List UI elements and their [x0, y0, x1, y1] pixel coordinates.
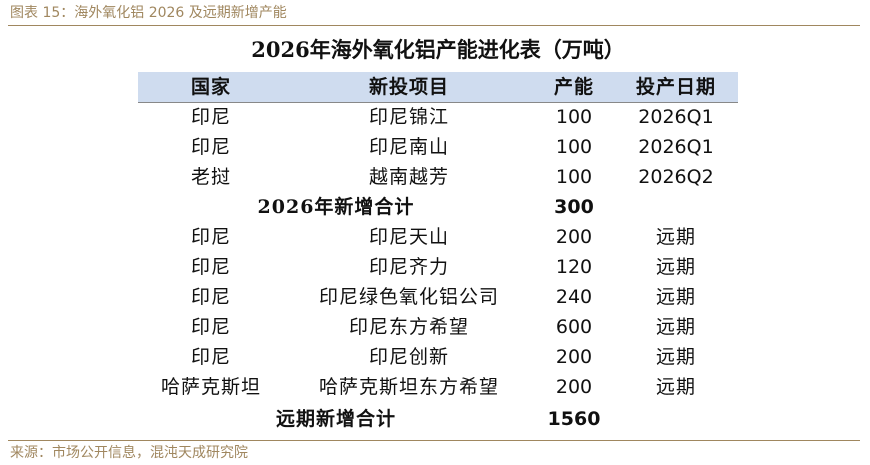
cell-country: 印尼 [190, 316, 231, 338]
cell-capacity: 200 [555, 346, 593, 368]
table-row: 印尼 印尼创新 200 远期 [138, 342, 738, 372]
cell-project: 印尼天山 [368, 226, 449, 248]
cell-country: 老挝 [190, 166, 231, 188]
cell-country: 印尼 [190, 256, 231, 278]
subtotal-capacity: 300 [554, 196, 594, 218]
cell-capacity: 100 [555, 106, 593, 128]
table-row: 印尼 印尼东方希望 600 远期 [138, 312, 738, 342]
table-row: 印尼 印尼南山 100 2026Q1 [138, 132, 738, 162]
subtotal-row-future: 远期新增合计 1560 [138, 404, 738, 434]
cell-project: 哈萨克斯坦东方希望 [318, 376, 499, 398]
cell-capacity: 200 [555, 376, 593, 398]
cell-date: 远期 [655, 226, 696, 248]
bottom-divider [8, 440, 860, 441]
cell-date: 远期 [655, 286, 696, 308]
cell-date: 2026Q2 [638, 166, 714, 188]
subtotal-label: 远期新增合计 [275, 408, 396, 430]
cell-date: 远期 [655, 256, 696, 278]
table-row: 印尼 印尼锦江 100 2026Q1 [138, 102, 738, 132]
cell-project: 印尼锦江 [368, 106, 449, 128]
cell-country: 印尼 [190, 226, 231, 248]
cell-project: 印尼南山 [368, 136, 449, 158]
cell-capacity: 240 [555, 286, 593, 308]
table-header-row: 国家 新投项目 产能 投产日期 [138, 72, 738, 103]
cell-project: 印尼东方希望 [348, 316, 469, 338]
cell-project: 越南越芳 [368, 166, 449, 188]
header-country: 国家 [190, 76, 231, 98]
table-row: 印尼 印尼齐力 120 远期 [138, 252, 738, 282]
header-date: 投产日期 [635, 76, 716, 98]
cell-project: 印尼创新 [368, 346, 449, 368]
header-project: 新投项目 [368, 76, 449, 98]
figure-source: 来源：市场公开信息，混沌天成研究院 [10, 445, 248, 461]
capacity-table: 2026年海外氧化铝产能进化表（万吨） 国家 新投项目 产能 投产日期 印尼 印… [138, 30, 738, 440]
cell-country: 印尼 [190, 136, 231, 158]
table-row: 老挝 越南越芳 100 2026Q2 [138, 162, 738, 192]
cell-country: 印尼 [190, 346, 231, 368]
cell-date: 远期 [655, 346, 696, 368]
cell-project: 印尼齐力 [368, 256, 449, 278]
cell-country: 哈萨克斯坦 [160, 376, 261, 398]
cell-capacity: 100 [555, 166, 593, 188]
figure-title: 图表 15：海外氧化铝 2026 及远期新增产能 [10, 5, 287, 21]
header-capacity: 产能 [553, 76, 594, 98]
top-divider [8, 25, 860, 26]
subtotal-row-2026: 2026年新增合计 300 [138, 192, 738, 222]
cell-date: 2026Q1 [638, 106, 714, 128]
cell-project: 印尼绿色氧化铝公司 [318, 286, 499, 308]
cell-country: 印尼 [190, 286, 231, 308]
table-title: 2026年海外氧化铝产能进化表（万吨） [251, 37, 625, 62]
cell-date: 远期 [655, 316, 696, 338]
table-row: 印尼 印尼天山 200 远期 [138, 222, 738, 252]
cell-date: 远期 [655, 376, 696, 398]
table-row: 哈萨克斯坦 哈萨克斯坦东方希望 200 远期 [138, 372, 738, 402]
table-row: 印尼 印尼绿色氧化铝公司 240 远期 [138, 282, 738, 312]
cell-capacity: 120 [555, 256, 593, 278]
subtotal-capacity: 1560 [547, 408, 601, 430]
cell-country: 印尼 [190, 106, 231, 128]
subtotal-label: 2026年新增合计 [257, 196, 415, 218]
cell-date: 2026Q1 [638, 136, 714, 158]
cell-capacity: 200 [555, 226, 593, 248]
cell-capacity: 100 [555, 136, 593, 158]
cell-capacity: 600 [555, 316, 593, 338]
